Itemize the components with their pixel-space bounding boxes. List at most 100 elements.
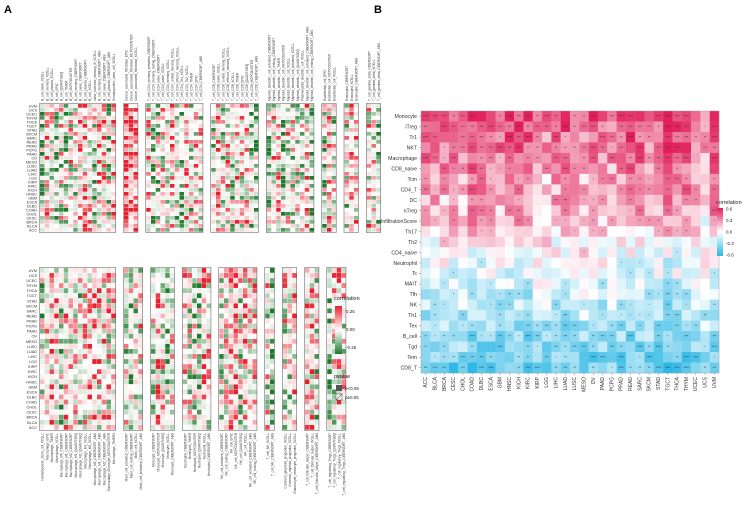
b-cell	[597, 278, 608, 290]
b-cell	[681, 247, 692, 258]
a-cell	[366, 184, 372, 188]
a-cell	[78, 176, 83, 180]
b-cell	[644, 194, 655, 206]
a-cell	[111, 354, 116, 359]
a-cell	[82, 384, 88, 390]
a-cell	[124, 298, 129, 304]
a-cell	[193, 168, 199, 172]
a-cell	[216, 220, 221, 224]
a-cell	[133, 343, 138, 349]
a-cell	[192, 278, 197, 283]
a-cell	[206, 288, 211, 294]
a-cell	[304, 184, 310, 188]
a-cell	[101, 144, 107, 148]
b-cell	[421, 152, 431, 164]
a-cell	[92, 108, 97, 112]
a-cell	[341, 384, 346, 390]
a-cell	[68, 349, 73, 354]
a-cell	[282, 293, 288, 299]
a-cell	[290, 168, 295, 172]
a-cell	[322, 136, 327, 140]
a-cell	[165, 180, 170, 184]
a-cell	[68, 220, 73, 224]
b-significance-mark: **	[555, 366, 558, 370]
a-cell	[92, 216, 97, 220]
a-cell	[87, 184, 92, 188]
a-cell	[295, 184, 300, 188]
b-cell	[476, 131, 487, 143]
a-cell	[300, 124, 305, 128]
a-cell	[160, 144, 165, 148]
b-cell	[439, 289, 450, 300]
a-cell	[344, 228, 349, 232]
a-cell	[225, 160, 230, 164]
a-cell	[165, 152, 170, 156]
a-cell	[82, 303, 88, 309]
a-cell	[44, 188, 50, 192]
a-cell	[106, 104, 111, 108]
a-cell	[187, 278, 192, 283]
a-cell	[220, 228, 226, 232]
a-cell	[82, 128, 88, 132]
a-cell	[133, 369, 138, 375]
a-cell	[300, 176, 305, 180]
a-cell	[233, 338, 238, 344]
a-cell	[327, 192, 332, 196]
a-cell	[40, 278, 45, 283]
b-cell	[421, 268, 431, 279]
a-cell	[228, 359, 234, 364]
a-cell	[225, 140, 230, 144]
a-cell	[193, 164, 199, 168]
a-cell	[44, 389, 50, 395]
b-cell	[672, 257, 682, 269]
a-cell	[179, 208, 184, 212]
a-col-label: Macrophage_M1_QUANTISEQ	[74, 432, 78, 477]
a-cell	[254, 176, 259, 180]
a-cell	[179, 164, 184, 168]
a-cell	[243, 298, 248, 304]
a-cell	[54, 148, 59, 152]
a-cell	[198, 200, 203, 204]
b-cell	[476, 352, 487, 363]
a-cell	[276, 152, 281, 156]
b-cell	[663, 184, 673, 196]
b-cell	[700, 142, 710, 154]
a-cell	[44, 343, 50, 349]
b-cell	[430, 299, 440, 311]
a-cell	[174, 148, 180, 152]
a-cell	[111, 184, 116, 188]
b-cell	[542, 352, 552, 363]
a-cell	[295, 212, 300, 216]
a-cell	[165, 288, 170, 294]
a-cell	[344, 192, 349, 196]
b-cell	[514, 163, 524, 175]
a-cell	[133, 168, 138, 172]
a-cell	[341, 303, 346, 309]
a-cell	[49, 354, 54, 359]
a-cell	[97, 313, 102, 319]
a-cell	[187, 313, 192, 319]
a-cell	[216, 164, 221, 168]
a-cell	[309, 112, 314, 116]
a-cell	[111, 200, 116, 204]
a-cell	[68, 379, 73, 385]
a-cell	[151, 323, 156, 329]
a-cell	[228, 374, 234, 380]
a-cell	[314, 374, 319, 380]
a-cell	[124, 278, 129, 283]
b-cell	[542, 299, 552, 311]
a-cell	[331, 224, 337, 228]
a-cell	[244, 188, 249, 192]
a-cell	[266, 132, 272, 136]
b-cell	[709, 131, 720, 143]
a-cell	[322, 216, 327, 220]
b-cell	[439, 352, 450, 363]
a-cell	[331, 140, 337, 144]
a-cell	[59, 112, 64, 116]
a-cell	[285, 148, 291, 152]
a-cell	[82, 374, 88, 380]
a-cell	[349, 144, 354, 148]
a-cell	[106, 152, 111, 156]
b-cell	[551, 320, 561, 332]
b-cell	[672, 289, 682, 300]
